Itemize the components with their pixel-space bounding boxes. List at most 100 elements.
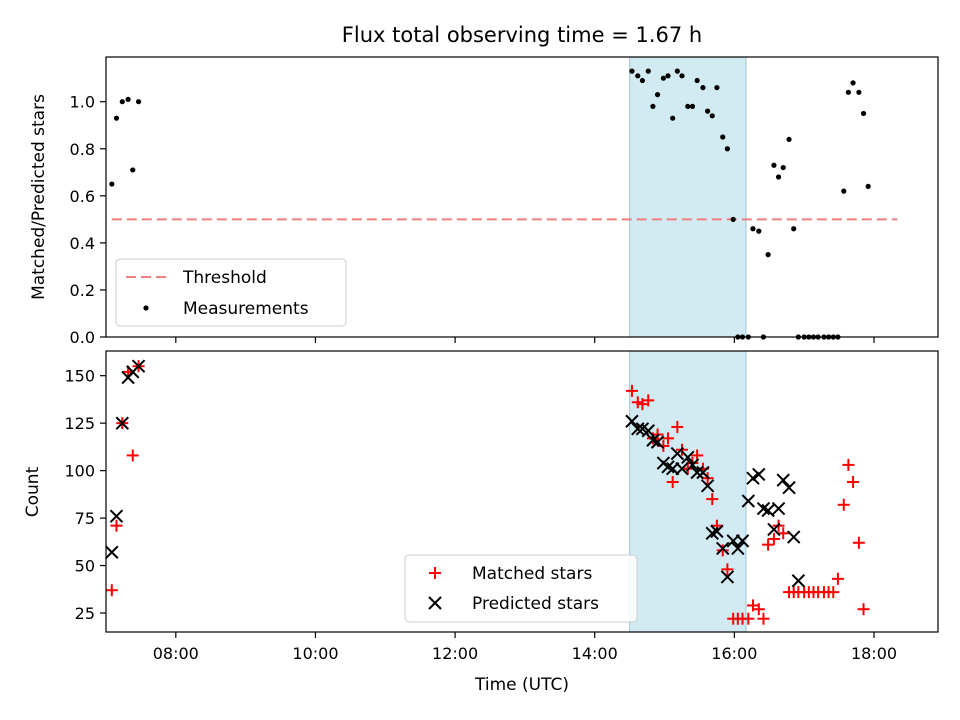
top-y-axis-ticks: 0.0 0.2 0.4 0.6 0.8 1.0 bbox=[70, 93, 106, 347]
predicted-star-point bbox=[625, 414, 639, 428]
matched-star-point bbox=[126, 449, 139, 462]
predicted-star-point bbox=[746, 471, 760, 485]
matched-star-point bbox=[762, 538, 775, 551]
measurement-point bbox=[650, 103, 656, 110]
measurement-point bbox=[125, 96, 131, 102]
measurement-point bbox=[765, 252, 771, 258]
predicted-star-point bbox=[661, 460, 675, 474]
top-legend-box bbox=[115, 258, 347, 327]
measurement-points bbox=[109, 68, 871, 340]
x-tick-label: 16:00 bbox=[711, 644, 757, 663]
y-tick-label: 100 bbox=[64, 462, 95, 481]
measurement-point bbox=[135, 99, 142, 105]
measurement-point bbox=[786, 136, 792, 142]
predicted-star-point bbox=[690, 465, 704, 480]
measurement-point bbox=[689, 103, 696, 110]
matched-star-point bbox=[831, 572, 844, 585]
matched-star-point bbox=[105, 584, 118, 597]
y-tick-label: 0.2 bbox=[70, 281, 95, 300]
measurement-point bbox=[113, 115, 120, 121]
matched-star-point bbox=[662, 432, 675, 445]
bottom-plot-frame bbox=[105, 350, 939, 633]
measurement-point bbox=[660, 75, 666, 81]
x-tick-label: 14:00 bbox=[572, 644, 618, 663]
top-plot-frame bbox=[105, 56, 939, 338]
predicted-star-point bbox=[756, 501, 771, 516]
predicted-star-point bbox=[646, 433, 660, 447]
y-tick-label: 0.8 bbox=[70, 140, 95, 159]
measurement-point bbox=[756, 228, 762, 234]
predicted-star-point bbox=[105, 545, 119, 559]
bottom-panel: 25 50 75 100 125 150 08:00 10:00 12:00 14:00 16:0… bbox=[23, 350, 939, 695]
y-tick-label: 150 bbox=[64, 367, 95, 386]
matched-star-point bbox=[706, 493, 719, 506]
predicted-star-point bbox=[650, 435, 665, 449]
matched-star-point bbox=[827, 586, 840, 599]
legend-threshold-label: Threshold bbox=[182, 268, 267, 288]
y-tick-label: 0.6 bbox=[70, 187, 95, 206]
matched-star-point bbox=[847, 476, 860, 489]
matched-star-point bbox=[852, 536, 865, 549]
bottom-legend-box bbox=[404, 554, 638, 623]
predicted-star-point bbox=[109, 509, 124, 523]
predicted-star-point bbox=[741, 494, 756, 508]
measurement-point bbox=[860, 110, 867, 117]
top-legend: Threshold Measurements bbox=[115, 258, 347, 327]
y-tick-label: 75 bbox=[75, 509, 95, 528]
y-tick-label: 25 bbox=[75, 604, 95, 623]
y-tick-label: 125 bbox=[64, 414, 95, 433]
legend-measurements-label: Measurements bbox=[183, 299, 309, 319]
predicted-star-point bbox=[710, 524, 724, 539]
measurement-point bbox=[674, 68, 680, 74]
predicted-star-point bbox=[782, 480, 796, 495]
measurement-point bbox=[720, 134, 726, 140]
measurement-point bbox=[865, 183, 871, 190]
measurement-point bbox=[705, 108, 711, 114]
matched-star-point bbox=[857, 603, 870, 616]
y-tick-label: 0.4 bbox=[70, 234, 95, 253]
measurement-point bbox=[750, 226, 756, 232]
legend-matched-swatch bbox=[429, 567, 441, 579]
top-x-axis-ticks bbox=[175, 337, 875, 343]
measurement-point bbox=[645, 68, 651, 74]
predicted-star-point bbox=[685, 458, 700, 472]
x-tick-label: 10:00 bbox=[292, 644, 338, 663]
measurement-point bbox=[791, 226, 797, 232]
bottom-shaded-span bbox=[629, 350, 747, 633]
predicted-star-point bbox=[761, 503, 775, 518]
predicted-star-point bbox=[705, 526, 719, 540]
top-panel: 0.0 0.2 0.4 0.6 0.8 1.0 Matched/Predicted sta… bbox=[29, 56, 939, 347]
predicted-star-point bbox=[771, 501, 786, 516]
predicted-star-point bbox=[641, 424, 655, 438]
measurement-point bbox=[730, 216, 736, 222]
legend-measurements-swatch bbox=[143, 305, 149, 311]
measurement-point bbox=[841, 188, 847, 194]
bottom-y-axis-ticks: 25 50 75 100 125 150 bbox=[64, 367, 106, 623]
measurement-point bbox=[654, 92, 661, 98]
legend-predicted-swatch bbox=[428, 596, 442, 610]
predicted-star-point bbox=[670, 446, 685, 461]
matched-star-point bbox=[716, 544, 729, 557]
matched-star-point bbox=[110, 519, 123, 532]
measurement-point bbox=[771, 162, 777, 168]
x-axis-label: Time (UTC) bbox=[474, 675, 569, 695]
x-tick-label: 12:00 bbox=[432, 644, 478, 663]
matched-star-point bbox=[625, 384, 638, 397]
measurement-point bbox=[845, 89, 852, 95]
y-tick-label: 50 bbox=[75, 557, 95, 576]
measurement-point bbox=[109, 181, 115, 187]
predicted-stars-points bbox=[105, 359, 806, 588]
measurement-point bbox=[665, 73, 671, 79]
bottom-y-axis-label: Count bbox=[23, 466, 43, 517]
matched-star-point bbox=[757, 612, 770, 625]
measurement-point bbox=[856, 89, 862, 95]
matched-star-point bbox=[642, 394, 655, 407]
top-shaded-span bbox=[629, 56, 747, 338]
predicted-star-point bbox=[115, 416, 129, 430]
predicted-star-point bbox=[720, 570, 735, 584]
matched-star-point bbox=[752, 603, 765, 616]
predicted-star-point bbox=[681, 450, 695, 465]
predicted-star-point bbox=[700, 479, 715, 493]
measurement-point bbox=[780, 164, 786, 171]
bottom-x-axis-ticks: 08:00 10:00 12:00 14:00 16:00 18:00 bbox=[153, 632, 897, 663]
